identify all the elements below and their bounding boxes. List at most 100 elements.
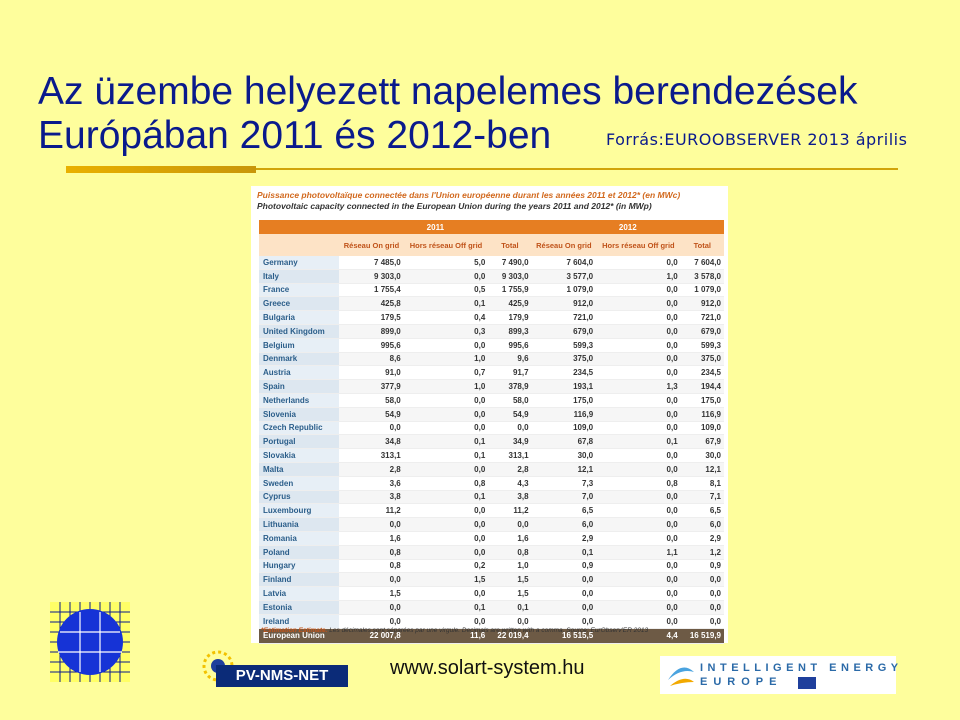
table-row: Lithuania 0,0 0,0 0,0 6,0 0,0 6,0 bbox=[259, 517, 724, 532]
value-cell: 116,9 bbox=[531, 407, 597, 422]
value-cell: 0,0 bbox=[596, 503, 681, 519]
value-cell: 0,0 bbox=[596, 559, 681, 574]
country-cell: Finland bbox=[259, 572, 340, 588]
table-row: Italy 9 303,0 0,0 9 303,0 3 577,0 1,0 3 578,0 bbox=[259, 269, 724, 284]
table-row: Estonia 0,0 0,1 0,1 0,0 0,0 0,0 bbox=[259, 600, 724, 615]
value-cell: 9 303,0 bbox=[339, 269, 404, 284]
table-row: United Kingdom 899,0 0,3 899,3 679,0 0,0 679,0 bbox=[259, 324, 724, 339]
value-cell: 7,3 bbox=[531, 476, 597, 491]
value-cell: 6,0 bbox=[531, 517, 597, 532]
table-row: Spain 377,9 1,0 378,9 193,1 1,3 194,4 bbox=[259, 379, 724, 394]
country-cell: Czech Republic bbox=[259, 421, 340, 436]
country-cell: Estonia bbox=[259, 600, 340, 615]
country-cell: Greece bbox=[259, 296, 340, 312]
value-cell: 7,1 bbox=[680, 490, 724, 505]
value-cell: 0,0 bbox=[339, 614, 404, 629]
value-cell: 0,0 bbox=[339, 572, 404, 588]
header-offgrid-2011: Hors réseau Off grid bbox=[403, 234, 489, 256]
value-cell: 313,1 bbox=[339, 448, 404, 463]
value-cell: 912,0 bbox=[680, 296, 724, 312]
value-cell: 599,3 bbox=[531, 338, 597, 353]
value-cell: 0,9 bbox=[531, 559, 597, 574]
eu-total-row: European Union 22 007,8 11,6 22 019,4 16 515… bbox=[259, 628, 724, 644]
value-cell: 375,0 bbox=[680, 352, 724, 367]
value-cell: 0,5 bbox=[403, 283, 489, 298]
value-cell: 54,9 bbox=[488, 407, 532, 422]
table-row: Poland 0,8 0,0 0,8 0,1 1,1 1,2 bbox=[259, 545, 724, 560]
value-cell: 1,6 bbox=[488, 531, 532, 546]
value-cell: 3,8 bbox=[339, 490, 404, 505]
value-cell: 0,0 bbox=[339, 421, 404, 436]
value-cell: 1,3 bbox=[596, 379, 681, 394]
value-cell: 0,1 bbox=[488, 600, 532, 615]
value-cell: 0,0 bbox=[596, 490, 681, 505]
value-cell: 194,4 bbox=[680, 379, 724, 394]
table-row: Belgium 995,6 0,0 995,6 599,3 0,0 599,3 bbox=[259, 338, 724, 353]
value-cell: 34,8 bbox=[339, 434, 404, 450]
value-cell: 1 079,0 bbox=[680, 283, 724, 298]
table-row: Cyprus 3,8 0,1 3,8 7,0 0,0 7,1 bbox=[259, 490, 724, 505]
value-cell: 8,6 bbox=[339, 352, 404, 367]
value-cell: 0,1 bbox=[403, 448, 489, 463]
header-ongrid-2012: Réseau On grid bbox=[531, 234, 597, 256]
country-cell: Italy bbox=[259, 269, 340, 284]
value-cell: 0,0 bbox=[680, 586, 724, 601]
value-cell: 0,0 bbox=[531, 572, 597, 588]
table-row: Romania 1,6 0,0 1,6 2,9 0,0 2,9 bbox=[259, 531, 724, 546]
value-cell: 0,0 bbox=[403, 338, 489, 353]
value-cell: 116,9 bbox=[680, 407, 724, 422]
value-cell: 0,1 bbox=[403, 600, 489, 615]
value-cell: 721,0 bbox=[531, 310, 597, 325]
value-cell: 109,0 bbox=[531, 421, 597, 436]
value-cell: 0,0 bbox=[596, 600, 681, 615]
value-cell: 995,6 bbox=[339, 338, 404, 353]
value-cell: 91,7 bbox=[488, 365, 532, 381]
value-cell: 30,0 bbox=[531, 448, 597, 463]
value-cell: 0,0 bbox=[403, 393, 489, 408]
value-cell: 7 485,0 bbox=[339, 256, 404, 270]
intelligent-energy-europe-logo: INTELLIGENT ENERGY EUROPE bbox=[660, 656, 898, 694]
country-cell: Slovakia bbox=[259, 448, 340, 463]
value-cell: 1 755,9 bbox=[488, 283, 532, 298]
value-cell: 0,0 bbox=[488, 517, 532, 532]
value-cell: 599,3 bbox=[680, 338, 724, 353]
value-cell: 3,8 bbox=[488, 490, 532, 505]
table-row: Czech Republic 0,0 0,0 0,0 109,0 0,0 109,0 bbox=[259, 421, 724, 436]
website-url[interactable]: www.solart-system.hu bbox=[390, 657, 585, 679]
value-cell: 721,0 bbox=[680, 310, 724, 325]
value-cell: 1,5 bbox=[488, 572, 532, 588]
country-cell: France bbox=[259, 283, 340, 298]
pv-nms-net-logo: PV-NMS-NET bbox=[216, 665, 348, 687]
value-cell: 7 604,0 bbox=[531, 256, 597, 270]
country-cell: Belgium bbox=[259, 338, 340, 353]
value-cell: 0,1 bbox=[531, 545, 597, 560]
title-line-2: Európában 2011 és 2012-ben bbox=[38, 114, 552, 157]
value-cell: 0,0 bbox=[488, 614, 532, 629]
value-cell: 3 577,0 bbox=[531, 269, 597, 284]
value-cell: 0,0 bbox=[403, 586, 489, 601]
country-cell: Romania bbox=[259, 531, 340, 546]
header-total-2011: Total bbox=[488, 234, 532, 256]
value-cell: 0,0 bbox=[596, 462, 681, 477]
value-cell: 0,0 bbox=[596, 614, 681, 629]
country-cell: European Union bbox=[259, 628, 340, 644]
value-cell: 0,0 bbox=[680, 600, 724, 615]
table-row: Slovakia 313,1 0,1 313,1 30,0 0,0 30,0 bbox=[259, 448, 724, 463]
value-cell: 0,0 bbox=[531, 614, 597, 629]
country-cell: Hungary bbox=[259, 559, 340, 574]
table-row: Greece 425,8 0,1 425,9 912,0 0,0 912,0 bbox=[259, 296, 724, 312]
value-cell: 16 515,5 bbox=[531, 628, 597, 644]
value-cell: 0,0 bbox=[680, 614, 724, 629]
header-year-2012: 2012 bbox=[531, 220, 724, 234]
value-cell: 679,0 bbox=[680, 324, 724, 339]
value-cell: 0,0 bbox=[596, 586, 681, 601]
value-cell: 1,5 bbox=[403, 572, 489, 588]
value-cell: 2,8 bbox=[488, 462, 532, 477]
value-cell: 0,0 bbox=[596, 352, 681, 367]
value-cell: 7,0 bbox=[531, 490, 597, 505]
title-rule bbox=[256, 168, 898, 170]
country-cell: Poland bbox=[259, 545, 340, 560]
value-cell: 0,0 bbox=[403, 517, 489, 532]
table-row: Denmark 8,6 1,0 9,6 375,0 0,0 375,0 bbox=[259, 352, 724, 367]
value-cell: 193,1 bbox=[531, 379, 597, 394]
